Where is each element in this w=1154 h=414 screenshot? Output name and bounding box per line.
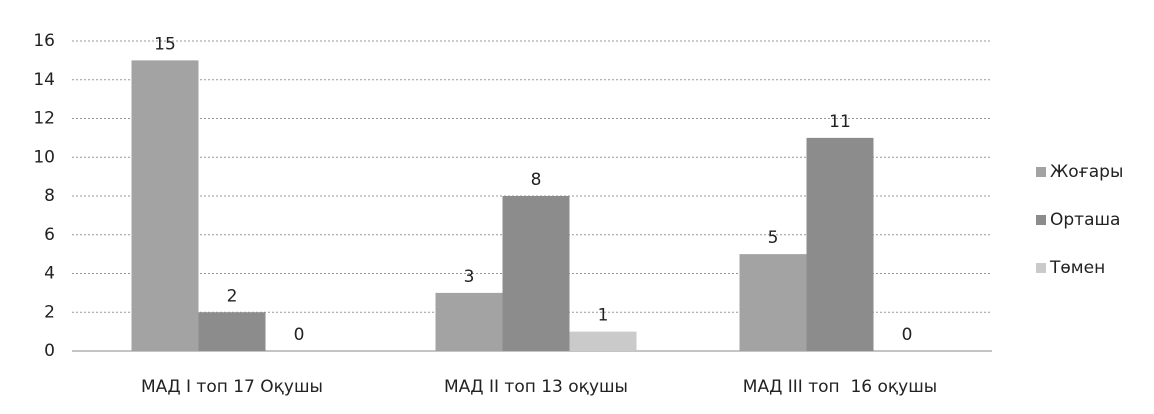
x-tick-label: МАД ІІІ топ 16 оқушы xyxy=(743,377,937,397)
bar xyxy=(739,254,807,351)
y-tick-label: 16 xyxy=(33,31,55,51)
x-tick-label: МАД ІІ топ 13 оқушы xyxy=(444,377,628,397)
value-label: 0 xyxy=(294,325,305,345)
y-tick-label: 8 xyxy=(44,186,55,206)
value-label: 5 xyxy=(768,228,779,248)
y-tick-label: 14 xyxy=(33,70,55,90)
legend-swatch xyxy=(1036,167,1046,177)
bar xyxy=(131,60,199,351)
y-tick-label: 10 xyxy=(33,147,55,167)
bar xyxy=(569,331,637,351)
y-tick-label: 2 xyxy=(44,302,55,322)
legend-label: Орташа xyxy=(1050,210,1120,230)
bar xyxy=(198,312,266,351)
value-label: 0 xyxy=(902,325,913,345)
bar xyxy=(502,196,570,351)
y-tick-label: 6 xyxy=(44,225,55,245)
bar xyxy=(435,292,503,351)
legend-swatch xyxy=(1036,263,1046,273)
value-label: 2 xyxy=(227,286,238,306)
bar xyxy=(806,137,874,351)
x-tick-label: МАД І топ 17 Оқушы xyxy=(141,377,323,397)
y-tick-label: 12 xyxy=(33,109,55,129)
value-label: 8 xyxy=(531,170,542,190)
y-tick-label: 0 xyxy=(44,341,55,361)
legend-swatch xyxy=(1036,215,1046,225)
legend-label: Төмен xyxy=(1049,258,1105,278)
value-label: 15 xyxy=(154,34,176,54)
value-label: 3 xyxy=(464,267,475,287)
y-tick-label: 4 xyxy=(44,264,55,284)
value-label: 1 xyxy=(598,306,609,326)
value-label: 11 xyxy=(829,112,851,132)
legend-label: Жоғары xyxy=(1050,162,1123,182)
